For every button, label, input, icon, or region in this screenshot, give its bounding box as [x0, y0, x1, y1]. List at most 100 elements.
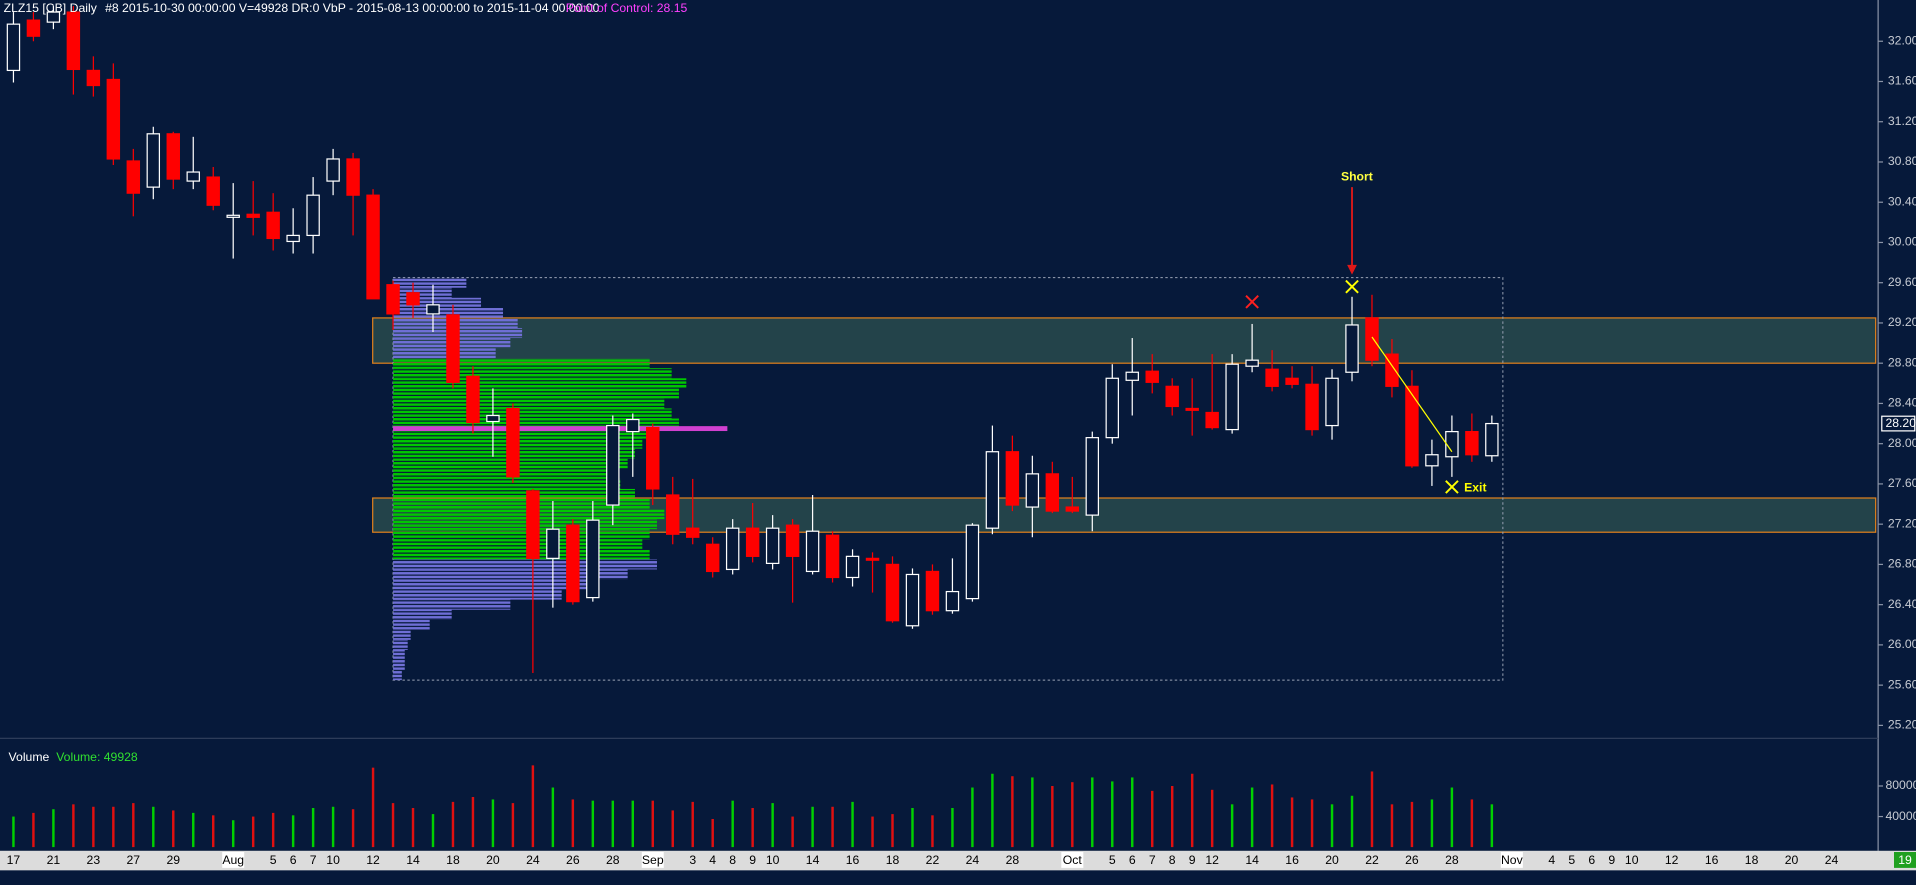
- candle-body: [925, 570, 940, 612]
- candle-body: [186, 171, 200, 182]
- x-tick-label: 7: [1149, 853, 1156, 867]
- x-tick-label: 24: [526, 853, 540, 867]
- candle-body: [526, 490, 540, 559]
- candle-body: [1225, 363, 1239, 431]
- candle-body: [845, 555, 860, 579]
- volume-title: Volume: [9, 750, 50, 764]
- x-tick-label: 24: [1825, 853, 1839, 867]
- x-tick-label: 17: [7, 853, 21, 867]
- candle-body: [1205, 411, 1219, 429]
- volume-bar: [1470, 799, 1474, 848]
- candle-body: [1265, 368, 1279, 387]
- x-tick-label: 6: [290, 853, 297, 867]
- volume-tick-label: 40000: [1885, 809, 1916, 823]
- volume-bar: [911, 807, 914, 848]
- candle-body: [606, 424, 620, 506]
- x-tick-label: 21: [47, 853, 61, 867]
- volume-bar: [851, 801, 854, 848]
- profile-row: [393, 639, 408, 650]
- candle-body: [1365, 317, 1379, 361]
- x-tick-label: 12: [1665, 853, 1679, 867]
- volume-bar: [12, 816, 15, 848]
- volume-bar: [811, 806, 814, 848]
- profile-row: [393, 307, 504, 318]
- month-box: [1061, 851, 1084, 868]
- volume-bar: [771, 803, 774, 848]
- y-tick-label: 30.40: [1888, 194, 1916, 208]
- volume-bar: [791, 816, 794, 848]
- candle-body: [1105, 377, 1119, 439]
- candle-body: [106, 78, 121, 160]
- candle-body: [965, 524, 980, 600]
- poc-readout: Point of Control: 28.15: [566, 1, 688, 15]
- candle-body: [1405, 385, 1419, 467]
- profile-row: [393, 579, 599, 590]
- x-tick-label: 4: [1548, 853, 1555, 867]
- volume-bar: [831, 806, 834, 848]
- candle-body: [166, 133, 180, 180]
- x-tick-label: Sep: [642, 853, 664, 867]
- candle-body: [1425, 454, 1439, 467]
- volume-bar: [971, 787, 974, 848]
- profile-row: [393, 619, 430, 630]
- candle-body: [985, 451, 1000, 529]
- interval: Daily: [70, 1, 98, 15]
- y-tick-label: 27.60: [1888, 476, 1916, 490]
- profile-row: [393, 287, 452, 298]
- short-label: Short: [1341, 169, 1373, 183]
- volume-bar: [92, 806, 95, 848]
- profile-row: [393, 589, 562, 600]
- y-tick-label: 26.00: [1888, 637, 1916, 651]
- candle-body: [386, 284, 400, 315]
- profile-row: [393, 529, 650, 540]
- x-tick-label: 28: [1006, 853, 1020, 867]
- x-tick-label: 8: [729, 853, 736, 867]
- candle-body: [1285, 377, 1299, 385]
- candle-body: [1465, 430, 1479, 456]
- x-tick-label: 26: [1405, 853, 1419, 867]
- date-axis-strip: [0, 850, 1916, 871]
- candle-body: [725, 527, 740, 571]
- profile-row: [393, 468, 613, 479]
- volume-bar: [731, 800, 734, 848]
- profile-row: [393, 398, 665, 409]
- profile-row: [393, 599, 511, 610]
- candle-body: [306, 194, 320, 237]
- candle-body: [1445, 430, 1459, 458]
- candle-body: [286, 234, 300, 243]
- profile-row: [393, 277, 467, 288]
- volume-bar: [431, 814, 435, 848]
- volume-bar: [1031, 777, 1034, 848]
- x-tick-label: 14: [806, 853, 820, 867]
- profile-row: [393, 569, 628, 580]
- volume-bar: [551, 787, 555, 848]
- volume-bar: [251, 816, 255, 848]
- x-tick-label: 26: [566, 853, 580, 867]
- y-tick-label: 32.00: [1888, 33, 1916, 47]
- profile-row: [393, 519, 657, 530]
- volume-bar: [611, 800, 615, 848]
- candle-body: [66, 11, 81, 71]
- volume-tick-label: 80000: [1885, 778, 1916, 792]
- volume-bar: [951, 807, 954, 848]
- profile-row: [393, 499, 650, 510]
- x-tick-label: 10: [326, 853, 340, 867]
- volume-bar: [1250, 787, 1254, 848]
- volume-bar: [1131, 777, 1134, 848]
- profile-row: [393, 358, 650, 369]
- candle-body: [26, 19, 41, 37]
- main-layer: [6, 6, 1499, 848]
- x-tick-label: 6: [1129, 853, 1136, 867]
- x-tick-label: 8: [1169, 853, 1176, 867]
- x-tick-label: 18: [446, 853, 460, 867]
- volume-bar: [531, 765, 535, 848]
- x-tick-label: 7: [310, 853, 317, 867]
- x-tick-label: 28: [1445, 853, 1459, 867]
- volume-bar: [631, 800, 635, 848]
- x-tick-label: 12: [1205, 853, 1219, 867]
- volume-bar: [1290, 797, 1294, 848]
- candle-body: [346, 158, 360, 196]
- volume-bar: [391, 803, 395, 848]
- candle-body: [626, 418, 640, 433]
- x-tick-label: 9: [749, 853, 756, 867]
